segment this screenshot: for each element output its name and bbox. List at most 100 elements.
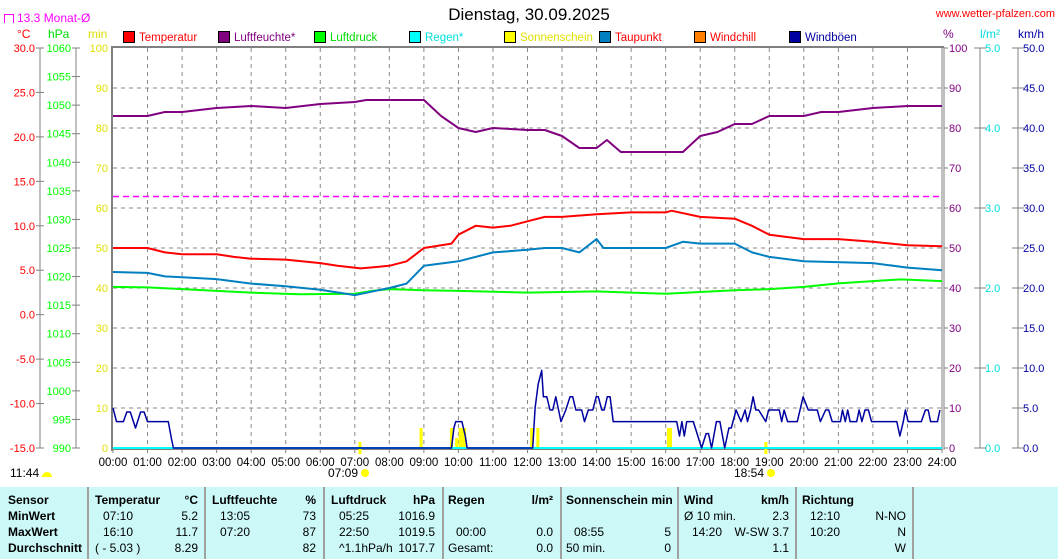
- tick-label-percent: 30: [949, 323, 961, 335]
- cell-time: 00:00: [456, 525, 487, 539]
- tick-label-min: 20: [96, 363, 108, 375]
- x-tick-label: 18:00: [720, 457, 749, 469]
- tick-label-min: 80: [96, 123, 108, 135]
- tick-label-celsius: 20.0: [14, 132, 35, 144]
- chart-canvas: -15.0 -10.0 -5.0 0.0 5.0 10.0 15.0 20.0 25.0 30.0…: [10, 43, 1045, 469]
- x-tick-label: 08:00: [375, 457, 404, 469]
- sunshine-bar: [669, 428, 673, 448]
- x-tick-label: 00:00: [99, 457, 128, 469]
- row-label: Durchschnitt: [8, 541, 83, 555]
- tick-label-rain: 3.0: [985, 203, 1000, 215]
- cell-time: Ø 10 min.: [684, 509, 737, 523]
- x-tick-label: 13:00: [548, 457, 577, 469]
- site-link[interactable]: www.wetter-pfalzen.com: [935, 8, 1055, 20]
- column-header: Regen: [448, 493, 485, 507]
- tick-label-celsius: 5.0: [20, 265, 35, 277]
- tick-label-hpa: 1000: [47, 386, 71, 398]
- x-tick-label: 24:00: [928, 457, 957, 469]
- sunshine-bar: [463, 428, 467, 448]
- x-tick-label: 06:00: [306, 457, 335, 469]
- legend-item-taupunkt: Taupunkt: [599, 31, 662, 44]
- tick-label-kmh: 0.0: [1023, 443, 1038, 455]
- tick-label-celsius: -10.0: [10, 399, 35, 411]
- sunshine-bar: [419, 428, 423, 448]
- legend-swatch: [314, 31, 326, 43]
- tick-label-percent: 10: [949, 403, 961, 415]
- tick-label-percent: 80: [949, 123, 961, 135]
- cell-value: 1.1: [772, 541, 789, 555]
- cell-time: 12:10: [810, 509, 841, 523]
- cell-time: 05:25: [339, 509, 370, 523]
- cell-value: W-SW 3.7: [734, 525, 789, 539]
- column-divider: [912, 487, 914, 559]
- sunrise: 07:09: [328, 466, 370, 480]
- tick-label-kmh: 25.0: [1023, 243, 1044, 255]
- tick-label-min: 90: [96, 83, 108, 95]
- legend-label: Taupunkt: [615, 32, 662, 44]
- tick-label-min: 50: [96, 243, 108, 255]
- tick-label-hpa: 1060: [47, 43, 71, 55]
- legend-swatch: [504, 31, 516, 43]
- unit-min: min: [88, 27, 108, 41]
- legend-label: Regen*: [425, 32, 464, 44]
- x-tick-label: 19:00: [755, 457, 784, 469]
- x-tick-label: 17:00: [686, 457, 715, 469]
- series-line-luftdruck: [112, 278, 943, 296]
- cell-time: ( - 5.03 ): [95, 541, 141, 555]
- x-tick-label: 05:00: [271, 457, 300, 469]
- sun-icon: [361, 469, 370, 477]
- column-header: Sonnenschein min: [566, 493, 673, 507]
- cell-value: 82: [302, 541, 316, 555]
- tick-label-min: 30: [96, 323, 108, 335]
- unit-celsius: °C: [17, 27, 31, 41]
- cell-time: 22:50: [339, 525, 370, 539]
- tick-label-kmh: 40.0: [1023, 123, 1044, 135]
- legend-swatch: [218, 31, 230, 43]
- tick-label-kmh: 45.0: [1023, 83, 1044, 95]
- x-tick-label: 23:00: [893, 457, 922, 469]
- column-unit: hPa: [412, 493, 435, 507]
- tick-label-celsius: 0.0: [20, 310, 35, 322]
- column-unit: %: [305, 493, 316, 507]
- legend-label: Windchill: [710, 32, 757, 44]
- cell-time: 10:20: [810, 525, 841, 539]
- cell-value: 11.7: [175, 525, 198, 539]
- x-tick-label: 09:00: [409, 457, 438, 469]
- x-tick-label: 20:00: [789, 457, 818, 469]
- column-header: Temperatur: [95, 493, 161, 507]
- column-divider: [795, 487, 797, 559]
- x-tick-label: 21:00: [824, 457, 853, 469]
- sunrise-time: 07:09: [328, 466, 359, 480]
- summary-table: Sensor Temperatur °C Luftfeuchte% Luftdruck h…: [0, 487, 1058, 559]
- tick-label-celsius: -5.0: [16, 354, 35, 366]
- tick-label-hpa: 1045: [47, 129, 71, 141]
- tick-label-hpa: 1035: [47, 186, 71, 198]
- tick-label-min: 100: [90, 43, 108, 55]
- tick-label-kmh: 5.0: [1023, 403, 1038, 415]
- unit-kmh: km/h: [1018, 27, 1045, 41]
- tick-label-percent: 100: [949, 43, 967, 55]
- sunset-time: 18:54: [734, 466, 765, 480]
- legend-swatch: [599, 31, 611, 43]
- monthly-average-text: 13.3 Monat-Ø: [17, 11, 91, 25]
- sun-icon: [767, 469, 776, 477]
- tick-label-hpa: 1005: [47, 357, 71, 369]
- legend-label: Temperatur: [139, 32, 198, 44]
- tick-label-rain: 1.0: [985, 363, 1000, 375]
- x-tick-label: 03:00: [202, 457, 231, 469]
- monthly-average-icon: [4, 14, 14, 23]
- tick-label-kmh: 20.0: [1023, 283, 1044, 295]
- series-line-luftfeuchte: [113, 99, 942, 153]
- cell-time: 16:10: [103, 525, 134, 539]
- sunshine-bar: [455, 438, 459, 448]
- cell-time: 14:20: [692, 525, 723, 539]
- cell-value: 0: [664, 541, 671, 555]
- legend-swatch: [694, 31, 706, 43]
- cell-value: 5: [664, 525, 671, 539]
- tick-label-hpa: 1025: [47, 243, 71, 255]
- column-divider: [204, 487, 206, 559]
- column-header: Luftfeuchte: [212, 493, 278, 507]
- column-unit: °C: [184, 493, 198, 507]
- tick-label-percent: 0: [949, 443, 955, 455]
- tick-label-kmh: 50.0: [1023, 43, 1044, 55]
